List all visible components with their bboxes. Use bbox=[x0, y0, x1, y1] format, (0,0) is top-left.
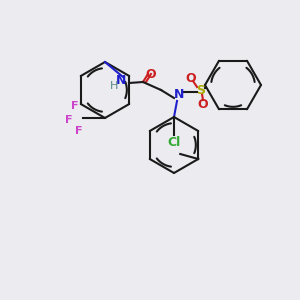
Text: S: S bbox=[196, 83, 206, 97]
Text: Cl: Cl bbox=[167, 136, 181, 149]
Text: F: F bbox=[65, 115, 73, 125]
Text: O: O bbox=[146, 68, 156, 80]
Text: F: F bbox=[75, 126, 83, 136]
Text: F: F bbox=[71, 101, 79, 111]
Text: O: O bbox=[198, 98, 208, 110]
Text: H: H bbox=[110, 81, 118, 91]
Text: N: N bbox=[116, 74, 126, 88]
Text: O: O bbox=[186, 71, 196, 85]
Text: N: N bbox=[174, 88, 184, 101]
